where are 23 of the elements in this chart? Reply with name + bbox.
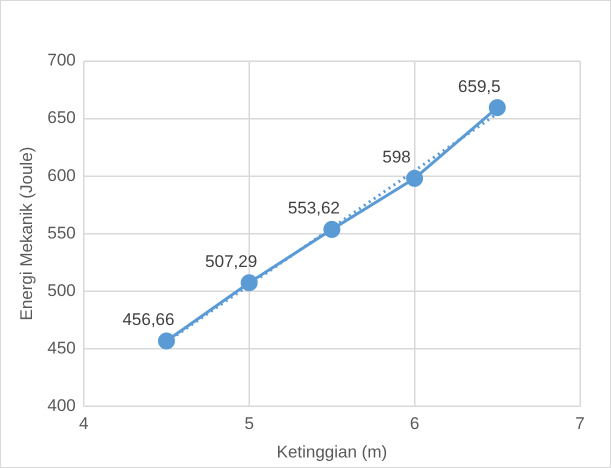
data-label: 598 [382, 148, 411, 167]
data-label: 553,62 [288, 198, 340, 218]
y-tick-label: 400 [47, 396, 76, 415]
x-tick-label: 7 [575, 414, 585, 434]
y-tick-label: 450 [47, 338, 76, 358]
x-axis-title: Ketinggian (m) [276, 442, 388, 462]
point [240, 274, 258, 292]
y-axis-title: Energi Mekanik (Joule) [16, 146, 36, 321]
y-tick-label: 500 [47, 280, 76, 300]
x-tick-label: 4 [79, 414, 88, 434]
point [488, 99, 506, 116]
point [158, 332, 175, 350]
data-label: 507,29 [205, 252, 258, 271]
x-tick-label: 5 [244, 414, 254, 434]
point [323, 220, 340, 238]
point [406, 170, 424, 187]
data-label: 659,5 [458, 76, 501, 96]
y-tick-label: 700 [47, 50, 76, 70]
data-label: 456,66 [122, 310, 174, 330]
y-tick-label: 600 [47, 166, 76, 185]
y-tick-label: 550 [47, 223, 76, 242]
y-tick-label: 650 [47, 108, 76, 128]
x-tick-label: 6 [410, 414, 420, 434]
